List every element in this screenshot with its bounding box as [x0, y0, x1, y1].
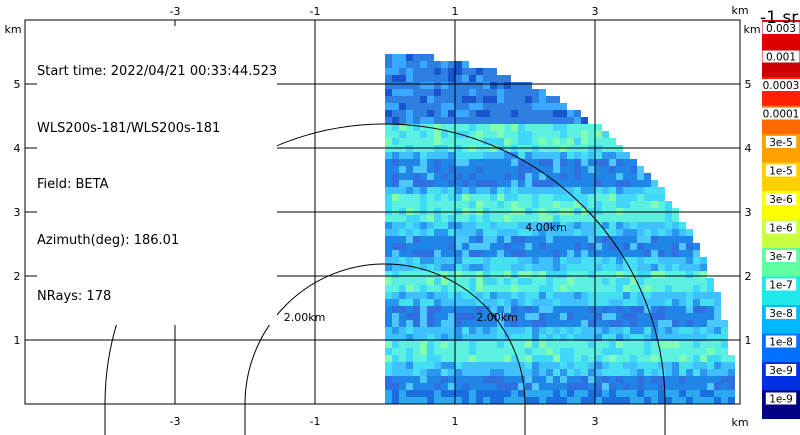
nrays-text: NRays: 178 [37, 288, 112, 304]
colorbar-label-bg-2 [759, 79, 800, 91]
colorbar-label-bg-9 [765, 278, 797, 291]
x-tick-bottom-2: 1 [452, 415, 459, 428]
colorbar-label-7: 1e-6 [769, 223, 793, 235]
data-sector [385, 54, 735, 404]
azimuth-text: Azimuth(deg): 186.01 [37, 232, 180, 248]
colorbar-label-12: 3e-9 [769, 365, 793, 377]
colorbar-label-bg-5 [765, 164, 797, 177]
colorbar-label-bg-1 [762, 50, 800, 63]
colorbar-label-0: 0.003 [766, 23, 796, 35]
info-panel: Start time: 2022/04/21 00:33:44.523 WLS2… [37, 26, 278, 326]
start-time-text: Start time: 2022/04/21 00:33:44.523 [37, 64, 278, 80]
colorbar-label-10: 3e-8 [769, 308, 793, 320]
x-tick-top-0: -3 [170, 5, 181, 18]
colorbar-title: -1 sr [760, 8, 799, 28]
colorbar-label-bg-0 [762, 22, 800, 34]
y-tick-left-4: 5 [14, 78, 21, 91]
colorbar-label-bg-12 [765, 364, 797, 376]
colorbar-label-bg-4 [765, 136, 797, 148]
x-tick-top-2: 1 [452, 5, 459, 18]
colorbar-label-bg-8 [765, 250, 797, 262]
colorbar-label-4: 3e-5 [769, 137, 793, 149]
field-text: Field: BETA [37, 176, 109, 192]
y-tick-left-3: 4 [14, 142, 21, 155]
colorbar-label-11: 1e-8 [769, 337, 793, 349]
range-ring-0 [244, 263, 526, 435]
colorbar-label-bg-6 [765, 193, 797, 205]
y-tick-left-0: 1 [14, 334, 21, 347]
y-tick-left-2: 3 [14, 206, 21, 219]
colorbar-label-5: 1e-5 [769, 166, 793, 178]
x-tick-bottom-1: -1 [310, 415, 321, 428]
x-unit-top: km [731, 4, 748, 17]
colorbar-label-bg-11 [765, 335, 797, 348]
ring-label-0-0: 2.00km [284, 311, 326, 324]
y-unit-left: km [4, 23, 21, 36]
ring-label-0-1: 2.00km [476, 311, 518, 324]
x-tick-top-3: 3 [592, 5, 599, 18]
x-unit-bottom: km [731, 416, 748, 429]
y-tick-left-1: 2 [14, 270, 21, 283]
colorbar-label-13: 1e-9 [769, 394, 793, 406]
colorbar-label-bg-13 [765, 392, 797, 405]
colorbar-label-6: 3e-6 [769, 194, 793, 206]
colorbar-label-8: 3e-7 [769, 251, 793, 263]
colorbar-label-3: 0.0001 [763, 109, 800, 121]
plot-frame [24, 19, 741, 405]
colorbar-label-9: 1e-7 [769, 280, 793, 292]
colorbar-label-2: 0.0003 [763, 80, 800, 92]
ring-label-1-1: 4.00km [525, 221, 567, 234]
instrument-text: WLS200s-181/WLS200s-181 [37, 120, 221, 136]
y-tick-right-4: 5 [745, 78, 752, 91]
colorbar-label-1: 0.001 [766, 52, 796, 64]
colorbar-label-bg-3 [759, 107, 800, 120]
x-tick-top-1: -1 [310, 5, 321, 18]
colorbar-label-bg-10 [765, 307, 797, 319]
y-tick-right-0: 1 [745, 334, 752, 347]
x-tick-bottom-0: -3 [170, 415, 181, 428]
y-tick-right-3: 4 [745, 142, 752, 155]
x-tick-bottom-3: 3 [592, 415, 599, 428]
y-tick-right-2: 3 [745, 206, 752, 219]
y-tick-right-1: 2 [745, 270, 752, 283]
y-unit-right: km [743, 23, 760, 36]
colorbar-label-bg-7 [765, 221, 797, 234]
